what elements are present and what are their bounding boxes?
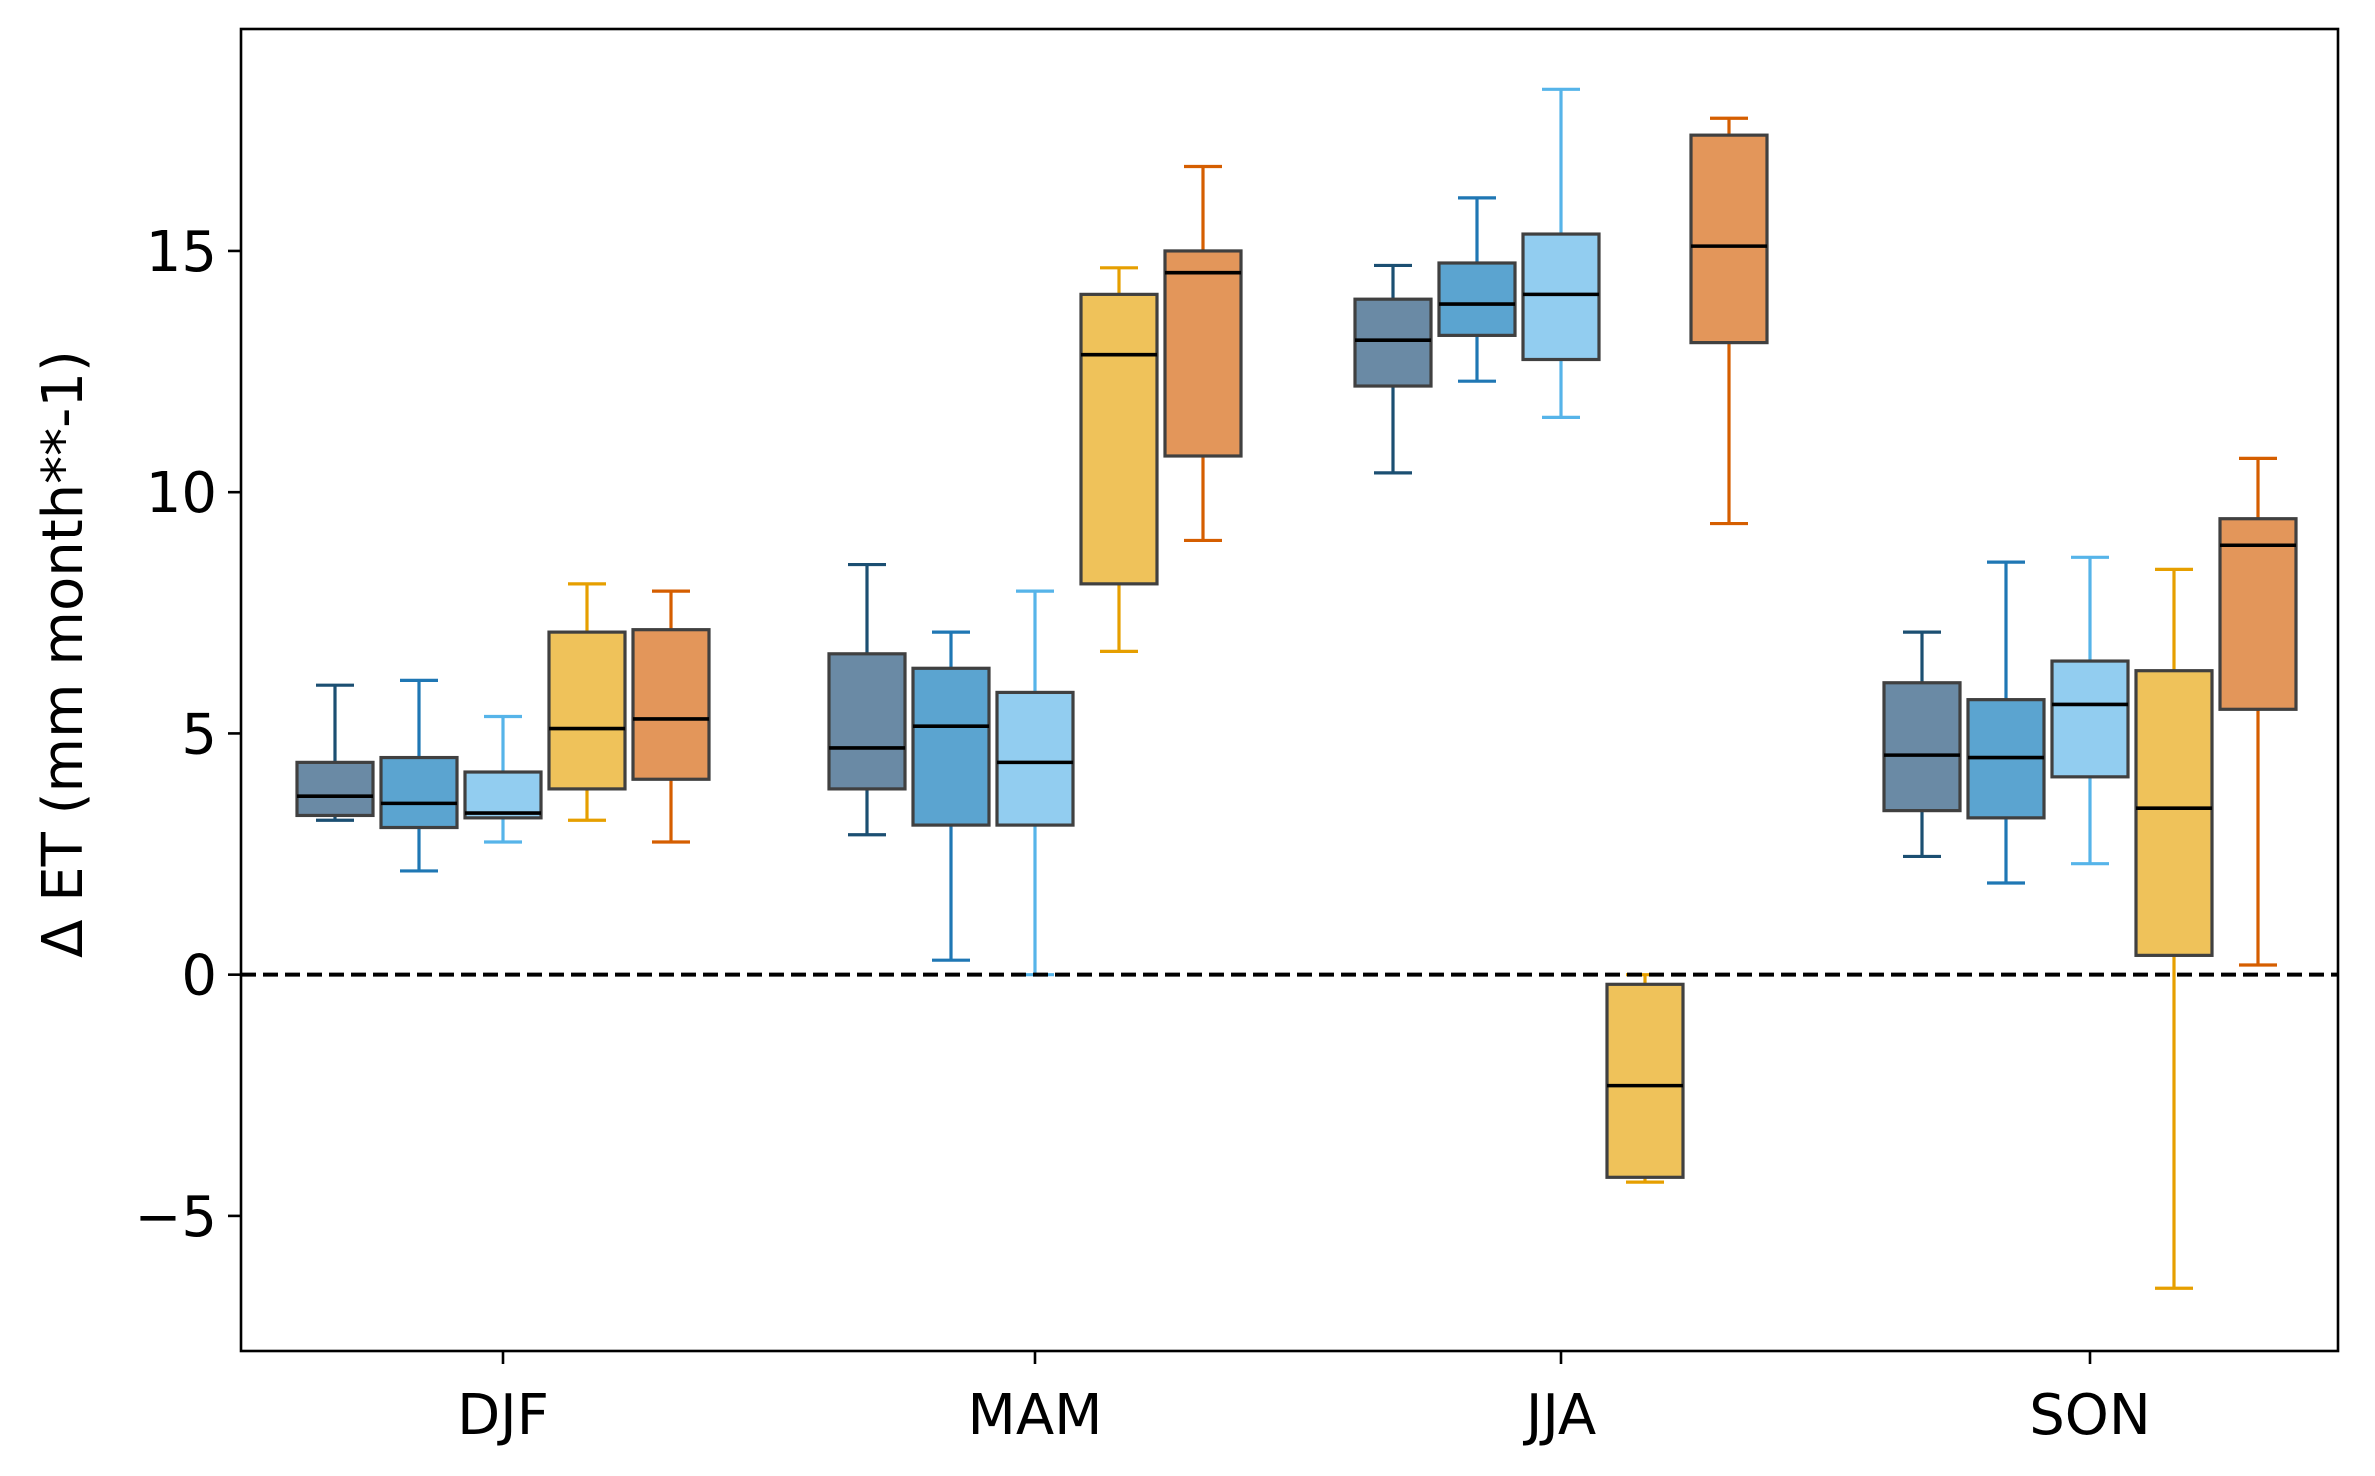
x-tick-label-son: SON bbox=[2029, 1383, 2151, 1448]
box-jja-series-2 bbox=[1437, 196, 1517, 383]
x-tick-label-jja: JJA bbox=[1523, 1383, 1596, 1448]
box-son-series-2 bbox=[1966, 560, 2046, 885]
box-iqr bbox=[463, 770, 543, 820]
box-iqr bbox=[1353, 297, 1433, 388]
y-tick-label: 15 bbox=[146, 220, 217, 285]
box-iqr bbox=[295, 760, 375, 818]
box-mam-series-3 bbox=[995, 589, 1075, 977]
y-tick-label: 10 bbox=[146, 461, 217, 526]
box-iqr bbox=[995, 690, 1075, 827]
box-mam-series-1 bbox=[827, 562, 907, 837]
box-iqr bbox=[1521, 232, 1601, 362]
box-iqr bbox=[547, 630, 627, 791]
group-mam bbox=[827, 164, 1243, 977]
box-iqr bbox=[1163, 249, 1243, 458]
box-iqr bbox=[1689, 133, 1769, 345]
group-jja bbox=[1353, 87, 1769, 1184]
box-jja-series-4 bbox=[1605, 973, 1685, 1184]
box-son-series-1 bbox=[1882, 630, 1962, 859]
box-iqr bbox=[911, 666, 991, 827]
y-axis-title: Δ ET (mm month**-1) bbox=[31, 350, 96, 958]
box-iqr bbox=[827, 652, 907, 791]
box-iqr bbox=[1882, 681, 1962, 813]
boxes-layer bbox=[295, 87, 2298, 1290]
box-son-series-4 bbox=[2134, 567, 2214, 1290]
box-iqr bbox=[1605, 982, 1685, 1179]
box-djf-series-1 bbox=[295, 683, 375, 822]
y-tick-label: 5 bbox=[181, 702, 217, 767]
box-son-series-5 bbox=[2218, 456, 2298, 967]
box-mam-series-4 bbox=[1079, 266, 1159, 654]
x-tick-label-djf: DJF bbox=[457, 1383, 549, 1448]
x-tick-label-mam: MAM bbox=[968, 1383, 1103, 1448]
box-iqr bbox=[1079, 292, 1159, 586]
y-tick-label: 0 bbox=[181, 944, 217, 1009]
box-jja-series-1 bbox=[1353, 263, 1433, 475]
box-iqr bbox=[2218, 517, 2298, 711]
box-iqr bbox=[379, 755, 459, 830]
box-djf-series-3 bbox=[463, 714, 543, 844]
box-iqr bbox=[2134, 669, 2214, 957]
plot-frame bbox=[239, 27, 2340, 1353]
box-djf-series-5 bbox=[631, 589, 711, 844]
group-son bbox=[1882, 456, 2298, 1290]
box-iqr bbox=[2050, 659, 2130, 779]
y-tick-label: −5 bbox=[134, 1185, 217, 1250]
x-axis: DJF MAM JJA SON bbox=[457, 1351, 2151, 1448]
box-iqr bbox=[631, 628, 711, 781]
box-mam-series-2 bbox=[911, 630, 991, 962]
box-djf-series-2 bbox=[379, 678, 459, 873]
box-jja-series-3 bbox=[1521, 87, 1601, 419]
y-axis: −5 0 5 10 15 bbox=[134, 220, 241, 1250]
box-iqr bbox=[1437, 261, 1517, 337]
box-jja-series-5 bbox=[1689, 116, 1769, 526]
group-djf bbox=[295, 582, 711, 873]
box-son-series-3 bbox=[2050, 555, 2130, 866]
box-mam-series-5 bbox=[1163, 164, 1243, 543]
box-djf-series-4 bbox=[547, 582, 627, 822]
